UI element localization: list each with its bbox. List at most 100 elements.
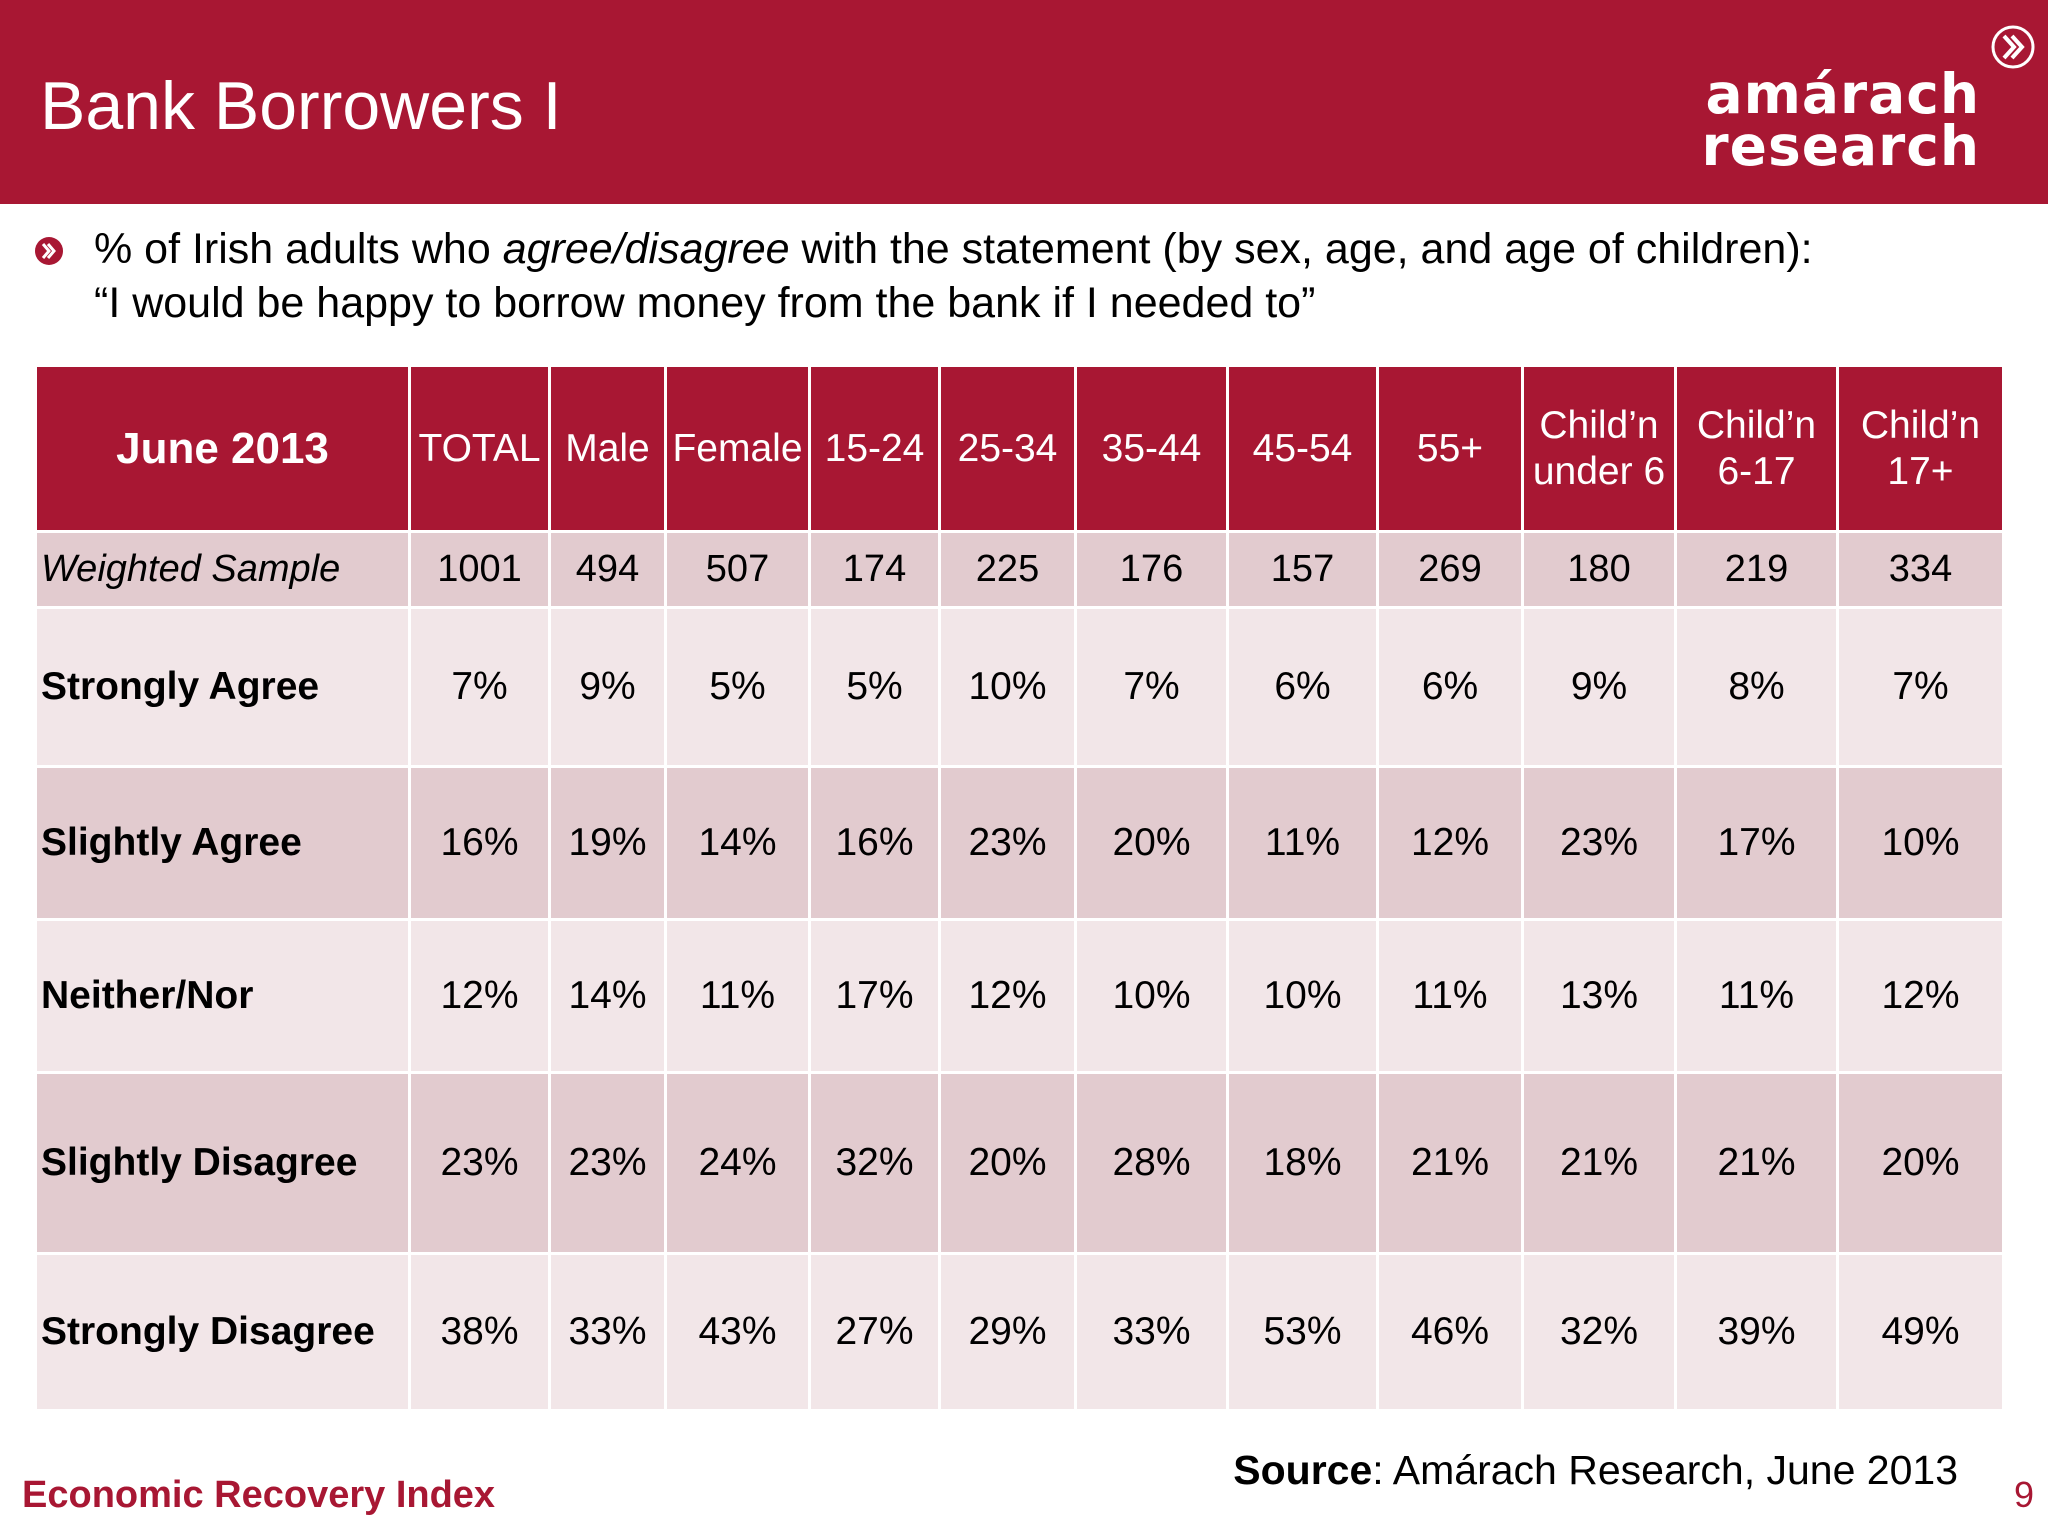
table-row: Strongly Agree 7% 9% 5% 5% 10% 7% 6% 6% 9% 8% 7% (34, 606, 2005, 769)
slide-header: Bank Borrowers I amárach research (0, 0, 2048, 204)
table-cell: 23% (548, 1071, 667, 1256)
table-cell: 27% (808, 1252, 941, 1412)
column-header-line1: TOTAL (418, 426, 541, 470)
table-cell: 39% (1674, 1252, 1839, 1412)
column-header: 55+ (1376, 364, 1524, 533)
table-cell: 11% (1376, 918, 1524, 1075)
table-cell: 5% (664, 606, 811, 769)
table-cell: 32% (1521, 1252, 1677, 1412)
table-cell: 11% (1674, 918, 1839, 1075)
column-header-line1: 15-24 (824, 426, 925, 470)
column-header-line1: 45-54 (1252, 426, 1353, 470)
table-cell: 21% (1674, 1071, 1839, 1256)
column-header-line1: Child’n (1696, 403, 1817, 447)
table-cell: 6% (1376, 606, 1524, 769)
table-cell: 21% (1521, 1071, 1677, 1256)
table-cell: 12% (1836, 918, 2005, 1075)
column-header-line1: Child’n (1860, 403, 1981, 447)
bullet-chevron-icon (34, 236, 64, 266)
question-statement: “I would be happy to borrow money from t… (94, 279, 1316, 327)
results-table: June 2013 TOTAL Male Female 15-24 25-34 35-44… (34, 364, 2005, 1412)
column-header-line2: 6-17 (1717, 449, 1796, 493)
table-cell: 12% (1376, 765, 1524, 922)
table-cell: 23% (938, 765, 1077, 922)
table-cell: 12% (938, 918, 1077, 1075)
table-row: Neither/Nor 12% 14% 11% 17% 12% 10% 10% 11% 13% 11… (34, 918, 2005, 1075)
row-label: Slightly Agree (34, 765, 411, 922)
table-cell: 6% (1226, 606, 1379, 769)
table-row: Slightly Disagree 23% 23% 24% 32% 20% 28% 18% 21… (34, 1071, 2005, 1256)
table-cell: 7% (1074, 606, 1229, 769)
column-header: Child’n under 6 (1521, 364, 1677, 533)
column-header: Female (664, 364, 811, 533)
question-intro: % of Irish adults who (94, 225, 503, 273)
source-label: Source (1233, 1447, 1373, 1493)
table-cell: 16% (808, 765, 941, 922)
slide-title: Bank Borrowers I (40, 68, 562, 144)
table-cell: 10% (1226, 918, 1379, 1075)
table-corner-label: June 2013 (34, 364, 411, 533)
table-cell: 180 (1521, 529, 1677, 610)
column-header: 45-54 (1226, 364, 1379, 533)
column-header-line2: under 6 (1532, 449, 1666, 493)
logo-text-research: research (1701, 114, 1980, 178)
column-header: Male (548, 364, 667, 533)
source-text: : Amárach Research, June 2013 (1372, 1447, 1958, 1493)
table-cell: 14% (664, 765, 811, 922)
footer-title: Economic Recovery Index (22, 1474, 496, 1516)
table-cell: 225 (938, 529, 1077, 610)
table-cell: 18% (1226, 1071, 1379, 1256)
amarach-logo: amárach research (1702, 20, 2040, 180)
table-cell: 14% (548, 918, 667, 1075)
question-text: % of Irish adults who agree/disagree wit… (94, 222, 2024, 330)
table-cell: 23% (408, 1071, 551, 1256)
row-label: Slightly Disagree (34, 1071, 411, 1256)
column-header: Child’n 6-17 (1674, 364, 1839, 533)
table-cell: 21% (1376, 1071, 1524, 1256)
table-cell: 28% (1074, 1071, 1229, 1256)
row-label: Neither/Nor (34, 918, 411, 1075)
table-cell: 10% (1836, 765, 2005, 922)
table-cell: 12% (408, 918, 551, 1075)
source-note: Source: Amárach Research, June 2013 (1233, 1445, 1958, 1495)
table-cell: 19% (548, 765, 667, 922)
table-cell: 176 (1074, 529, 1229, 610)
table-cell: 32% (808, 1071, 941, 1256)
table-header-row: June 2013 TOTAL Male Female 15-24 25-34 35-44… (34, 364, 2005, 533)
table-cell: 10% (1074, 918, 1229, 1075)
question-intro-end: with the statement (by sex, age, and age… (789, 225, 1813, 273)
row-label: Strongly Disagree (34, 1252, 411, 1412)
table-cell: 219 (1674, 529, 1839, 610)
column-header: 25-34 (938, 364, 1077, 533)
table-cell: 23% (1521, 765, 1677, 922)
column-header-line1: 25-34 (957, 426, 1058, 470)
table-cell: 5% (808, 606, 941, 769)
table-cell: 38% (408, 1252, 551, 1412)
question-emphasis: agree/disagree (502, 225, 790, 273)
column-header: Child’n 17+ (1836, 364, 2005, 533)
table-cell: 43% (664, 1252, 811, 1412)
table-cell: 17% (808, 918, 941, 1075)
table-cell: 20% (938, 1071, 1077, 1256)
table-cell: 494 (548, 529, 667, 610)
table-cell: 20% (1074, 765, 1229, 922)
column-header: TOTAL (408, 364, 551, 533)
table-cell: 1001 (408, 529, 551, 610)
table-cell: 11% (1226, 765, 1379, 922)
table-row: Strongly Disagree 38% 33% 43% 27% 29% 33% 53% 46… (34, 1252, 2005, 1412)
column-header: 35-44 (1074, 364, 1229, 533)
table-cell: 7% (408, 606, 551, 769)
column-header-line2: 17+ (1887, 449, 1954, 493)
column-header-line1: Male (565, 426, 650, 470)
table-cell: 174 (808, 529, 941, 610)
table-cell: 20% (1836, 1071, 2005, 1256)
page-number: 9 (2013, 1474, 2034, 1515)
table-cell: 9% (1521, 606, 1677, 769)
table-cell: 10% (938, 606, 1077, 769)
row-label: Strongly Agree (34, 606, 411, 769)
column-header-line1: 55+ (1416, 426, 1484, 470)
table-cell: 9% (548, 606, 667, 769)
table-row: Slightly Agree 16% 19% 14% 16% 23% 20% 11% 12% 23… (34, 765, 2005, 922)
question-line-1: % of Irish adults who agree/disagree wit… (94, 222, 2024, 276)
table-cell: 507 (664, 529, 811, 610)
